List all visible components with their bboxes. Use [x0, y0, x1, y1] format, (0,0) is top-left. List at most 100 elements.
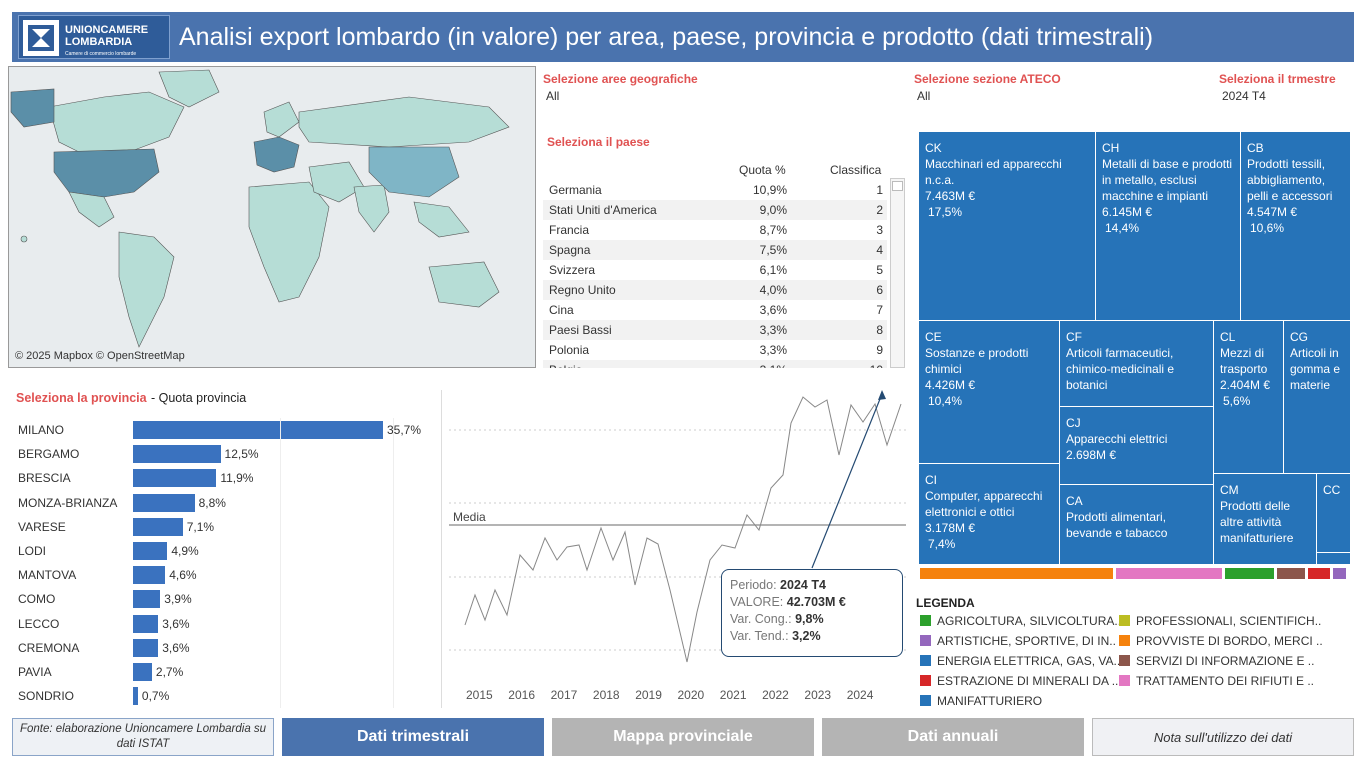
province-bar-row[interactable]: LECCO 3,6% [14, 614, 434, 634]
tooltip-pointer [811, 393, 883, 569]
legend-swatch [920, 635, 931, 646]
country-name: Belgio [549, 363, 582, 368]
tile-code: CI [925, 473, 937, 487]
quarter-filter-label: Seleziona il trmestre [1219, 72, 1336, 86]
legend-item[interactable]: TRATTAMENTO DEI RIFIUTI E .. [1119, 674, 1314, 688]
province-bar[interactable] [133, 590, 161, 609]
province-bar[interactable] [133, 614, 159, 633]
tile-code: CG [1290, 330, 1308, 344]
treemap-tile-small[interactable] [1316, 552, 1351, 565]
legend-item[interactable]: PROFESSIONALI, SCIENTIFICH.. [1119, 614, 1321, 628]
country-name: Svizzera [549, 263, 596, 277]
province-bar-row[interactable]: BRESCIA 11,9% [14, 468, 434, 488]
province-bar-row[interactable]: VARESE 7,1% [14, 517, 434, 537]
tooltip-tend-label: Var. Tend.: [730, 629, 789, 643]
province-bar[interactable] [133, 493, 195, 512]
treemap-tile-ca[interactable]: CA Prodotti alimentari, bevande e tabacco [1059, 484, 1214, 565]
table-row[interactable]: Germania 10,9% 1 [543, 180, 887, 200]
legend-item[interactable]: SERVIZI DI INFORMAZIONE E .. [1119, 654, 1314, 668]
year-tick-label: 2019 [635, 688, 662, 702]
province-bar[interactable] [133, 469, 217, 488]
province-bar[interactable] [133, 687, 138, 706]
quarterly-data-button[interactable]: Dati trimestrali [282, 718, 544, 756]
sector-color-strip[interactable] [920, 568, 1350, 579]
quarter-filter-value[interactable]: 2024 T4 [1222, 89, 1266, 103]
table-row[interactable]: Regno Unito 4,0% 6 [543, 280, 887, 300]
tile-name: Articoli farmaceutici, chimico-medicinal… [1066, 346, 1175, 392]
treemap-tile-cf[interactable]: CF Articoli farmaceutici, chimico-medicin… [1059, 320, 1214, 407]
province-bar-row[interactable]: BERGAMO 12,5% [14, 444, 434, 464]
province-bar[interactable] [133, 517, 183, 536]
table-row[interactable]: Cina 3,6% 7 [543, 300, 887, 320]
tile-share: 10,4% [928, 394, 963, 408]
strip-artistiche[interactable] [1333, 568, 1346, 579]
country-name: Stati Uniti d'America [549, 203, 657, 217]
area-filter-value[interactable]: All [546, 89, 560, 103]
legend-item[interactable]: PROVVISTE DI BORDO, MERCI .. [1119, 634, 1323, 648]
treemap-tile-ck[interactable]: CK Macchinari ed apparecchi n.c.a. 7.463M … [918, 131, 1096, 321]
province-bar-row[interactable]: COMO 3,9% [14, 589, 434, 609]
table-row[interactable]: Spagna 7,5% 4 [543, 240, 887, 260]
treemap-tile-ce[interactable]: CE Sostanze e prodotti chimici 4.426M € 10,… [918, 320, 1060, 464]
ateco-treemap[interactable]: CK Macchinari ed apparecchi n.c.a. 7.463M … [918, 131, 1351, 565]
legend-item[interactable]: ESTRAZIONE DI MINERALI DA .. [920, 674, 1118, 688]
legend-swatch [1119, 675, 1130, 686]
table-row[interactable]: Paesi Bassi 3,3% 8 [543, 320, 887, 340]
annual-data-button[interactable]: Dati annuali [822, 718, 1084, 756]
trend-line-chart[interactable]: Media 2015 2016 2017 2018 2019 2020 2021 2022 202… [444, 380, 910, 710]
legend-item[interactable]: ENERGIA ELETTRICA, GAS, VA.. [920, 654, 1120, 668]
province-bar[interactable] [133, 445, 221, 464]
treemap-tile-ci[interactable]: CI Computer, apparecchi elettronici e ott… [918, 463, 1060, 565]
treemap-tile-cb[interactable]: CB Prodotti tessili, abbigliamento, pelli… [1240, 131, 1351, 321]
province-bar[interactable] [133, 663, 152, 681]
treemap-tile-cj[interactable]: CJ Apparecchi elettrici 2.698M € [1059, 406, 1214, 494]
country-table[interactable]: Quota % Classifica Germania 10,9% 1 Stati U… [543, 160, 907, 368]
strip-provviste[interactable] [920, 568, 1113, 579]
table-scrollbar[interactable] [890, 178, 905, 368]
province-value-label: 7,1% [186, 519, 215, 534]
world-map[interactable]: © 2025 Mapbox © OpenStreetMap [8, 66, 536, 368]
legend-item[interactable]: MANIFATTURIERO [920, 694, 1042, 708]
province-name: PAVIA [18, 665, 52, 679]
tile-code: CH [1102, 141, 1120, 155]
treemap-tile-ch[interactable]: CH Metalli di base e prodotti in metallo,… [1095, 131, 1241, 321]
treemap-tile-cc[interactable]: CC [1316, 473, 1351, 553]
province-bar[interactable] [133, 421, 383, 439]
world-map-svg[interactable] [9, 67, 536, 368]
export-trend-line[interactable] [464, 396, 902, 663]
table-row[interactable]: Svizzera 6,1% 5 [543, 260, 887, 280]
provincial-map-button[interactable]: Mappa provinciale [552, 718, 814, 756]
tile-value: 6.145M € [1102, 205, 1153, 219]
province-bar-row[interactable]: MANTOVA 4,6% [14, 565, 434, 585]
map-alaska [10, 88, 55, 128]
province-bar-row[interactable]: CREMONA 3,6% [14, 638, 434, 658]
table-row[interactable]: Stati Uniti d'America 9,0% 2 [543, 200, 887, 220]
province-bar-row[interactable]: LODI 4,9% [14, 541, 434, 561]
ateco-filter-value[interactable]: All [917, 89, 931, 103]
treemap-tile-cm[interactable]: CM Prodotti delle altre attività manifatt… [1213, 473, 1317, 565]
table-row[interactable]: Polonia 3,3% 9 [543, 340, 887, 360]
data-usage-note-button[interactable]: Nota sull'utilizzo dei dati [1092, 718, 1354, 756]
province-bar[interactable] [133, 566, 166, 585]
table-row[interactable]: Belgio 3,1% 10 [543, 360, 887, 368]
treemap-tile-cl[interactable]: CL Mezzi di trasporto 2.404M € 5,6% [1213, 320, 1284, 474]
strip-agricoltura[interactable] [1225, 568, 1274, 579]
map-attribution[interactable]: © 2025 Mapbox © OpenStreetMap [15, 350, 185, 362]
treemap-tile-cg[interactable]: CG Articoli in gomma e materie [1283, 320, 1351, 474]
legend-item[interactable]: AGRICOLTURA, SILVICOLTURA.. [920, 614, 1121, 628]
year-tick-label: 2021 [720, 688, 747, 702]
strip-trattamento-rifiuti[interactable] [1116, 568, 1222, 579]
legend-item[interactable]: ARTISTICHE, SPORTIVE, DI IN.. [920, 634, 1116, 648]
table-row[interactable]: Francia 8,7% 3 [543, 220, 887, 240]
province-bar-row[interactable]: MONZA-BRIANZA 8,8% [14, 493, 434, 513]
province-bar-row[interactable]: PAVIA 2,7% [14, 662, 434, 682]
province-bar-row[interactable]: SONDRIO 0,7% [14, 686, 434, 706]
province-bar-row[interactable]: MILANO 35,7% [14, 420, 434, 440]
map-greenland [158, 69, 220, 108]
strip-estrazione[interactable] [1308, 568, 1330, 579]
province-bar[interactable] [133, 542, 168, 560]
page-title: Analisi export lombardo (in valore) per … [179, 23, 1154, 51]
strip-servizi-informazione[interactable] [1277, 568, 1305, 579]
province-value-label: 4,6% [169, 568, 197, 583]
province-bar[interactable] [133, 638, 159, 657]
